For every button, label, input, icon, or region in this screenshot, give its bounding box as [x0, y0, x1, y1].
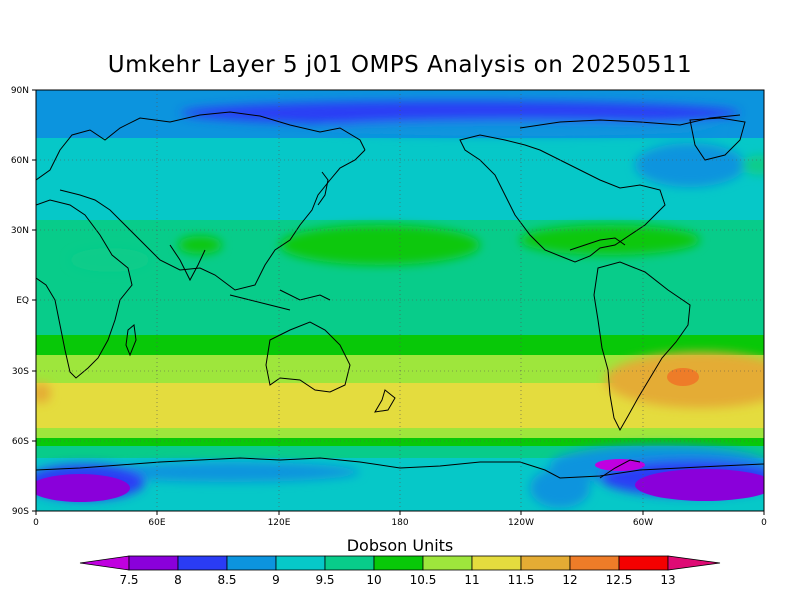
coastlines	[36, 111, 764, 479]
colorbar-swatch	[520, 555, 571, 571]
colorbar-label: 11	[464, 573, 479, 587]
map-title: Umkehr Layer 5 j01 OMPS Analysis on 2025…	[107, 52, 693, 78]
longitude-labels: 0 60E 120E 180 120W 60W 0	[33, 518, 767, 528]
latitude-labels: 90N 60N 30N EQ 30S 60S 90S	[11, 86, 29, 517]
lon-label: 120W	[508, 518, 534, 528]
colorbar-label: 8.5	[217, 573, 236, 587]
tick-marks	[32, 89, 765, 515]
colorbar-label: 12.5	[606, 573, 633, 587]
colorbar-swatch	[471, 555, 522, 571]
lon-label: 0	[761, 518, 767, 528]
lon-label: 120E	[268, 518, 291, 528]
colorbar-swatch	[324, 555, 375, 571]
ozone-field	[36, 90, 764, 511]
colorbar-label: 9	[272, 573, 280, 587]
colorbar-label: 10	[366, 573, 381, 587]
graticule	[36, 90, 764, 511]
colorbar-title: Dobson Units	[346, 536, 454, 555]
colorbar-label: 7.5	[119, 573, 138, 587]
colorbar-swatch	[226, 555, 277, 571]
colorbar-swatch	[128, 555, 179, 571]
lat-label: 60N	[11, 156, 29, 166]
colorbar: 7.5 8 8.5 9 9.5 10 10.5 11 11.5 12 12.5 13	[79, 555, 721, 587]
colorbar-min-arrow	[79, 555, 130, 571]
lat-label: 90S	[12, 507, 29, 517]
colorbar-swatch	[177, 555, 228, 571]
colorbar-label: 12	[562, 573, 577, 587]
colorbar-swatch	[618, 555, 669, 571]
colorbar-swatch	[373, 555, 424, 571]
lon-label: 0	[33, 518, 39, 528]
lat-label: 90N	[11, 86, 29, 96]
colorbar-label: 13	[660, 573, 675, 587]
colorbar-label: 10.5	[410, 573, 437, 587]
colorbar-max-arrow	[667, 555, 721, 571]
colorbar-swatch	[569, 555, 620, 571]
lon-label: 180	[391, 518, 408, 528]
colorbar-label: 9.5	[315, 573, 334, 587]
lat-label: EQ	[16, 296, 29, 306]
lon-label: 60E	[148, 518, 165, 528]
lat-label: 30N	[11, 226, 29, 236]
lat-label: 60S	[12, 437, 29, 447]
colorbar-label: 8	[174, 573, 182, 587]
colorbar-swatch	[422, 555, 473, 571]
lon-label: 60W	[633, 518, 653, 528]
lat-label: 30S	[12, 367, 29, 377]
colorbar-swatch	[275, 555, 326, 571]
colorbar-label: 11.5	[508, 573, 535, 587]
